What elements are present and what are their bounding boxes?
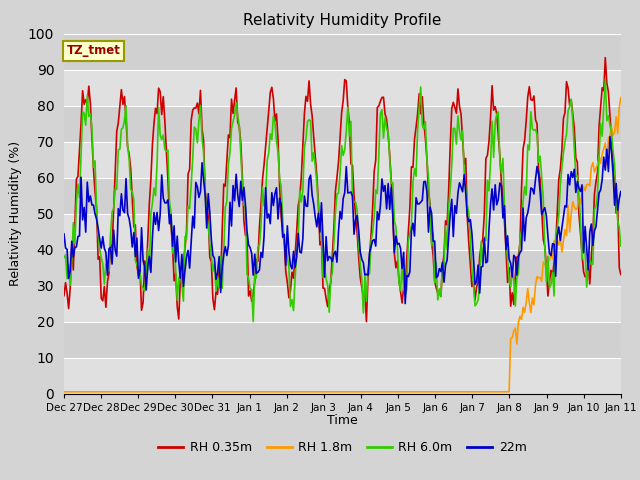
Y-axis label: Relativity Humidity (%): Relativity Humidity (%) xyxy=(10,141,22,286)
Bar xyxy=(64,286,621,322)
Bar xyxy=(64,70,621,106)
Bar xyxy=(64,178,621,214)
Bar xyxy=(64,358,621,394)
Title: Relativity Humidity Profile: Relativity Humidity Profile xyxy=(243,13,442,28)
Legend: RH 0.35m, RH 1.8m, RH 6.0m, 22m: RH 0.35m, RH 1.8m, RH 6.0m, 22m xyxy=(153,436,532,459)
Bar xyxy=(64,214,621,250)
Bar xyxy=(64,322,621,358)
Bar xyxy=(64,106,621,142)
Text: TZ_tmet: TZ_tmet xyxy=(67,44,121,58)
Bar xyxy=(64,250,621,286)
Bar xyxy=(64,34,621,70)
Bar xyxy=(64,142,621,178)
X-axis label: Time: Time xyxy=(327,414,358,427)
